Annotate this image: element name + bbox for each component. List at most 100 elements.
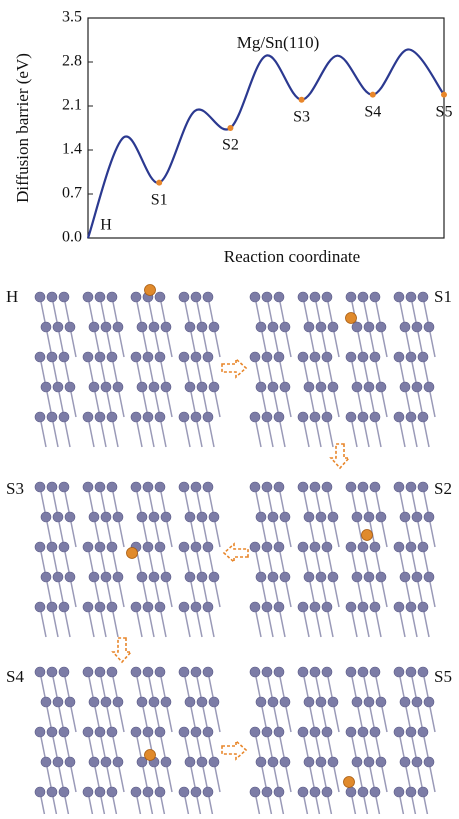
sn-atom	[155, 292, 165, 302]
sn-atom	[274, 787, 284, 797]
sn-atom	[113, 697, 123, 707]
state-label: S2	[222, 137, 239, 154]
sn-atom	[262, 727, 272, 737]
sn-atom	[262, 412, 272, 422]
sn-atom	[179, 542, 189, 552]
sn-atom	[197, 512, 207, 522]
sn-atom	[197, 697, 207, 707]
sn-atom	[203, 352, 213, 362]
sn-atom	[424, 322, 434, 332]
sn-atom	[274, 482, 284, 492]
sn-atom	[161, 512, 171, 522]
sn-atom	[280, 697, 290, 707]
y-tick-label: 0.0	[62, 229, 82, 246]
sn-atom	[149, 322, 159, 332]
sn-atom	[191, 292, 201, 302]
sn-atom	[262, 667, 272, 677]
sn-atom	[53, 757, 63, 767]
sn-atom	[424, 572, 434, 582]
sn-atom	[35, 542, 45, 552]
sn-atom	[262, 787, 272, 797]
sn-atom	[322, 602, 332, 612]
sn-atom	[424, 757, 434, 767]
panel-label: S2	[434, 479, 452, 498]
sn-atom	[59, 602, 69, 612]
sn-atom	[400, 512, 410, 522]
sn-atom	[304, 757, 314, 767]
sn-atom	[328, 572, 338, 582]
sn-atom	[370, 412, 380, 422]
panel-label: H	[6, 287, 18, 306]
sn-atom	[406, 482, 416, 492]
sn-atom	[47, 602, 57, 612]
sn-atom	[59, 542, 69, 552]
sn-atom	[322, 482, 332, 492]
sn-atom	[149, 382, 159, 392]
sn-atom	[101, 697, 111, 707]
sn-atom	[143, 542, 153, 552]
sn-atom	[400, 322, 410, 332]
sn-atom	[191, 412, 201, 422]
sn-atom	[316, 757, 326, 767]
sn-atom	[47, 542, 57, 552]
sn-atom	[262, 482, 272, 492]
sn-atom	[250, 787, 260, 797]
sn-atom	[328, 322, 338, 332]
sn-atom	[364, 382, 374, 392]
sn-atom	[89, 572, 99, 582]
sn-atom	[304, 382, 314, 392]
sn-atom	[376, 322, 386, 332]
sn-atom	[256, 572, 266, 582]
figure: Mg/Sn(110) Reaction coordinate Diffusion…	[0, 0, 459, 814]
sn-atom	[41, 757, 51, 767]
sn-atom	[250, 727, 260, 737]
sn-atom	[65, 757, 75, 767]
mg-atom	[362, 530, 373, 541]
sn-atom	[203, 412, 213, 422]
state-marker	[441, 92, 447, 98]
sn-atom	[376, 757, 386, 767]
sn-atom	[41, 382, 51, 392]
structure-panel	[250, 482, 435, 637]
sn-atom	[149, 512, 159, 522]
sn-atom	[376, 512, 386, 522]
sn-atom	[197, 572, 207, 582]
sn-atom	[155, 352, 165, 362]
sn-atom	[412, 697, 422, 707]
sn-atom	[113, 757, 123, 767]
sn-atom	[35, 787, 45, 797]
energy-curve	[88, 49, 444, 238]
sn-atom	[370, 352, 380, 362]
sn-atom	[95, 602, 105, 612]
sn-atom	[95, 292, 105, 302]
y-tick-label: 2.8	[62, 53, 82, 70]
sn-atom	[298, 542, 308, 552]
sn-atom	[394, 412, 404, 422]
state-marker	[156, 180, 162, 186]
sn-atom	[310, 787, 320, 797]
sn-atom	[41, 512, 51, 522]
sn-atom	[35, 667, 45, 677]
sn-atom	[400, 757, 410, 767]
sn-atom	[47, 352, 57, 362]
sn-atom	[89, 322, 99, 332]
sn-atom	[364, 697, 374, 707]
sn-atom	[101, 512, 111, 522]
sn-atom	[131, 727, 141, 737]
sn-atom	[101, 382, 111, 392]
sn-atom	[394, 787, 404, 797]
sn-atom	[250, 352, 260, 362]
sn-atom	[203, 542, 213, 552]
sn-atom	[352, 512, 362, 522]
sn-atom	[358, 542, 368, 552]
mg-atom	[344, 777, 355, 788]
sn-atom	[274, 542, 284, 552]
sn-atom	[59, 482, 69, 492]
sn-atom	[322, 292, 332, 302]
sn-atom	[418, 787, 428, 797]
sn-atom	[370, 787, 380, 797]
sn-atom	[197, 757, 207, 767]
sn-atom	[310, 352, 320, 362]
sn-atom	[41, 572, 51, 582]
sn-atom	[298, 787, 308, 797]
